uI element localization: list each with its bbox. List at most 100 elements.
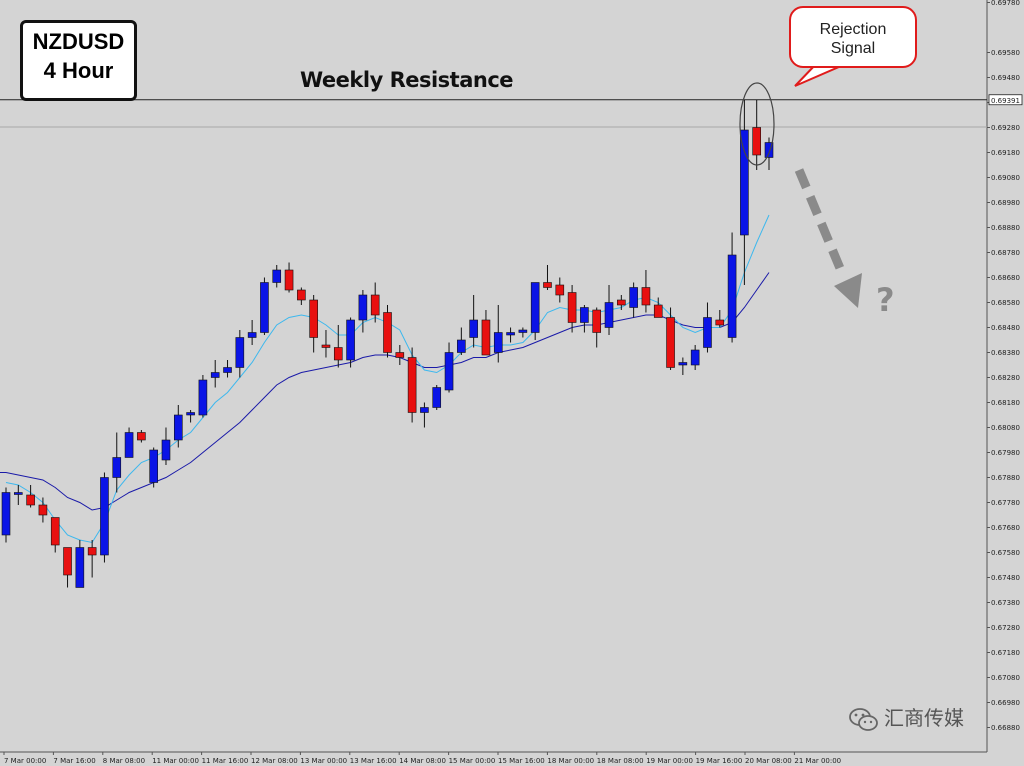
x-tick-label: 20 Mar 08:00 [745, 757, 792, 765]
candle-body [580, 307, 589, 323]
candle [641, 270, 651, 313]
candle-body [764, 142, 774, 158]
y-tick-label: 0.67980 [991, 449, 1020, 457]
candle-body [752, 127, 761, 156]
candle-body [370, 294, 380, 316]
candle [518, 327, 528, 338]
candle [321, 330, 331, 358]
candle-body [173, 414, 183, 441]
candle [457, 327, 466, 355]
x-tick-label: 18 Mar 08:00 [597, 757, 644, 765]
candle-body [715, 319, 725, 326]
x-tick-label: 7 Mar 00:00 [4, 757, 46, 765]
candle-body [666, 317, 675, 368]
y-tick-label: 0.68980 [991, 199, 1020, 207]
x-tick-label: 15 Mar 16:00 [498, 757, 545, 765]
candle-body [530, 282, 540, 333]
y-tick-label: 0.67280 [991, 624, 1020, 632]
candle [493, 305, 503, 363]
y-tick-label: 0.69180 [991, 149, 1020, 157]
y-tick-label: 0.68580 [991, 299, 1020, 307]
annotations: ? [739, 61, 895, 319]
candle [703, 302, 712, 353]
candle [395, 345, 405, 365]
y-tick-label: 0.68880 [991, 224, 1020, 232]
candle-body [198, 379, 208, 416]
candle [727, 232, 737, 343]
candle [629, 282, 638, 318]
candle-body [272, 269, 282, 283]
candle [247, 320, 257, 345]
candle [580, 305, 589, 333]
candle [678, 357, 688, 375]
candle [235, 330, 245, 378]
candle [14, 485, 23, 505]
candle-body [457, 339, 466, 353]
candle-body [50, 517, 60, 546]
candle-body [297, 289, 306, 301]
candle-body [493, 332, 503, 353]
x-tick-label: 8 Mar 08:00 [103, 757, 145, 765]
candle-body [235, 337, 245, 368]
x-tick-label: 11 Mar 16:00 [202, 757, 249, 765]
candle-body [420, 407, 429, 413]
candle [752, 100, 761, 170]
y-tick-label: 0.67480 [991, 574, 1020, 582]
x-tick-labels: 7 Mar 00:00 7 Mar 16:00 8 Mar 08:00 11 Mar … [3, 752, 841, 765]
candle [469, 295, 478, 348]
candle [420, 402, 429, 428]
candle [137, 430, 146, 443]
candle [358, 290, 368, 333]
candle-body [87, 547, 97, 556]
candle-body [543, 282, 552, 288]
candle-body [395, 352, 405, 358]
rejection-signal-callout: Rejection Signal [789, 6, 917, 68]
y-tick-label: 0.67380 [991, 599, 1020, 607]
x-tick-label: 7 Mar 16:00 [53, 757, 95, 765]
y-tick-label: 0.68480 [991, 324, 1020, 332]
expected-move-arrow-head [834, 273, 862, 308]
candle [506, 327, 515, 343]
candle-body [678, 362, 688, 366]
watermark-text: 汇商传媒 [884, 706, 964, 730]
candle [740, 100, 749, 285]
candlesticks [1, 100, 774, 588]
y-tick-label: 0.68380 [991, 349, 1020, 357]
candle [87, 540, 97, 578]
y-tick-label: 0.68680 [991, 274, 1020, 282]
candle [567, 285, 577, 333]
resistance-price-label: 0.69391 [991, 97, 1020, 105]
candle-body [38, 504, 48, 516]
candle [592, 307, 602, 348]
x-tick-label: 13 Mar 00:00 [300, 757, 347, 765]
resistance-price-tag [988, 94, 1023, 106]
candle [297, 287, 306, 305]
candle-body [14, 492, 23, 495]
y-tick-label: 0.66880 [991, 724, 1020, 732]
candle-body [247, 332, 257, 338]
candle-body [604, 302, 614, 328]
x-tick-label: 21 Mar 00:00 [794, 757, 841, 765]
y-tick-labels: 0.697800.695800.694800.693800.692800.691… [987, 0, 1020, 732]
candle-body [703, 317, 712, 348]
candle [543, 265, 552, 290]
candle [309, 295, 318, 353]
candle [50, 517, 60, 553]
x-tick-label: 19 Mar 00:00 [646, 757, 693, 765]
candle-body [432, 387, 442, 408]
x-tick-label: 11 Mar 00:00 [152, 757, 199, 765]
candle [666, 307, 675, 370]
candle [124, 427, 134, 458]
candle-body [555, 284, 565, 296]
candle [149, 447, 158, 488]
y-tick-label: 0.68080 [991, 424, 1020, 432]
candle [186, 410, 195, 423]
candle-body [321, 344, 331, 348]
candle [100, 472, 109, 563]
candle [481, 310, 491, 356]
candle [223, 360, 232, 378]
candle-body [100, 477, 109, 556]
candle [407, 347, 417, 423]
